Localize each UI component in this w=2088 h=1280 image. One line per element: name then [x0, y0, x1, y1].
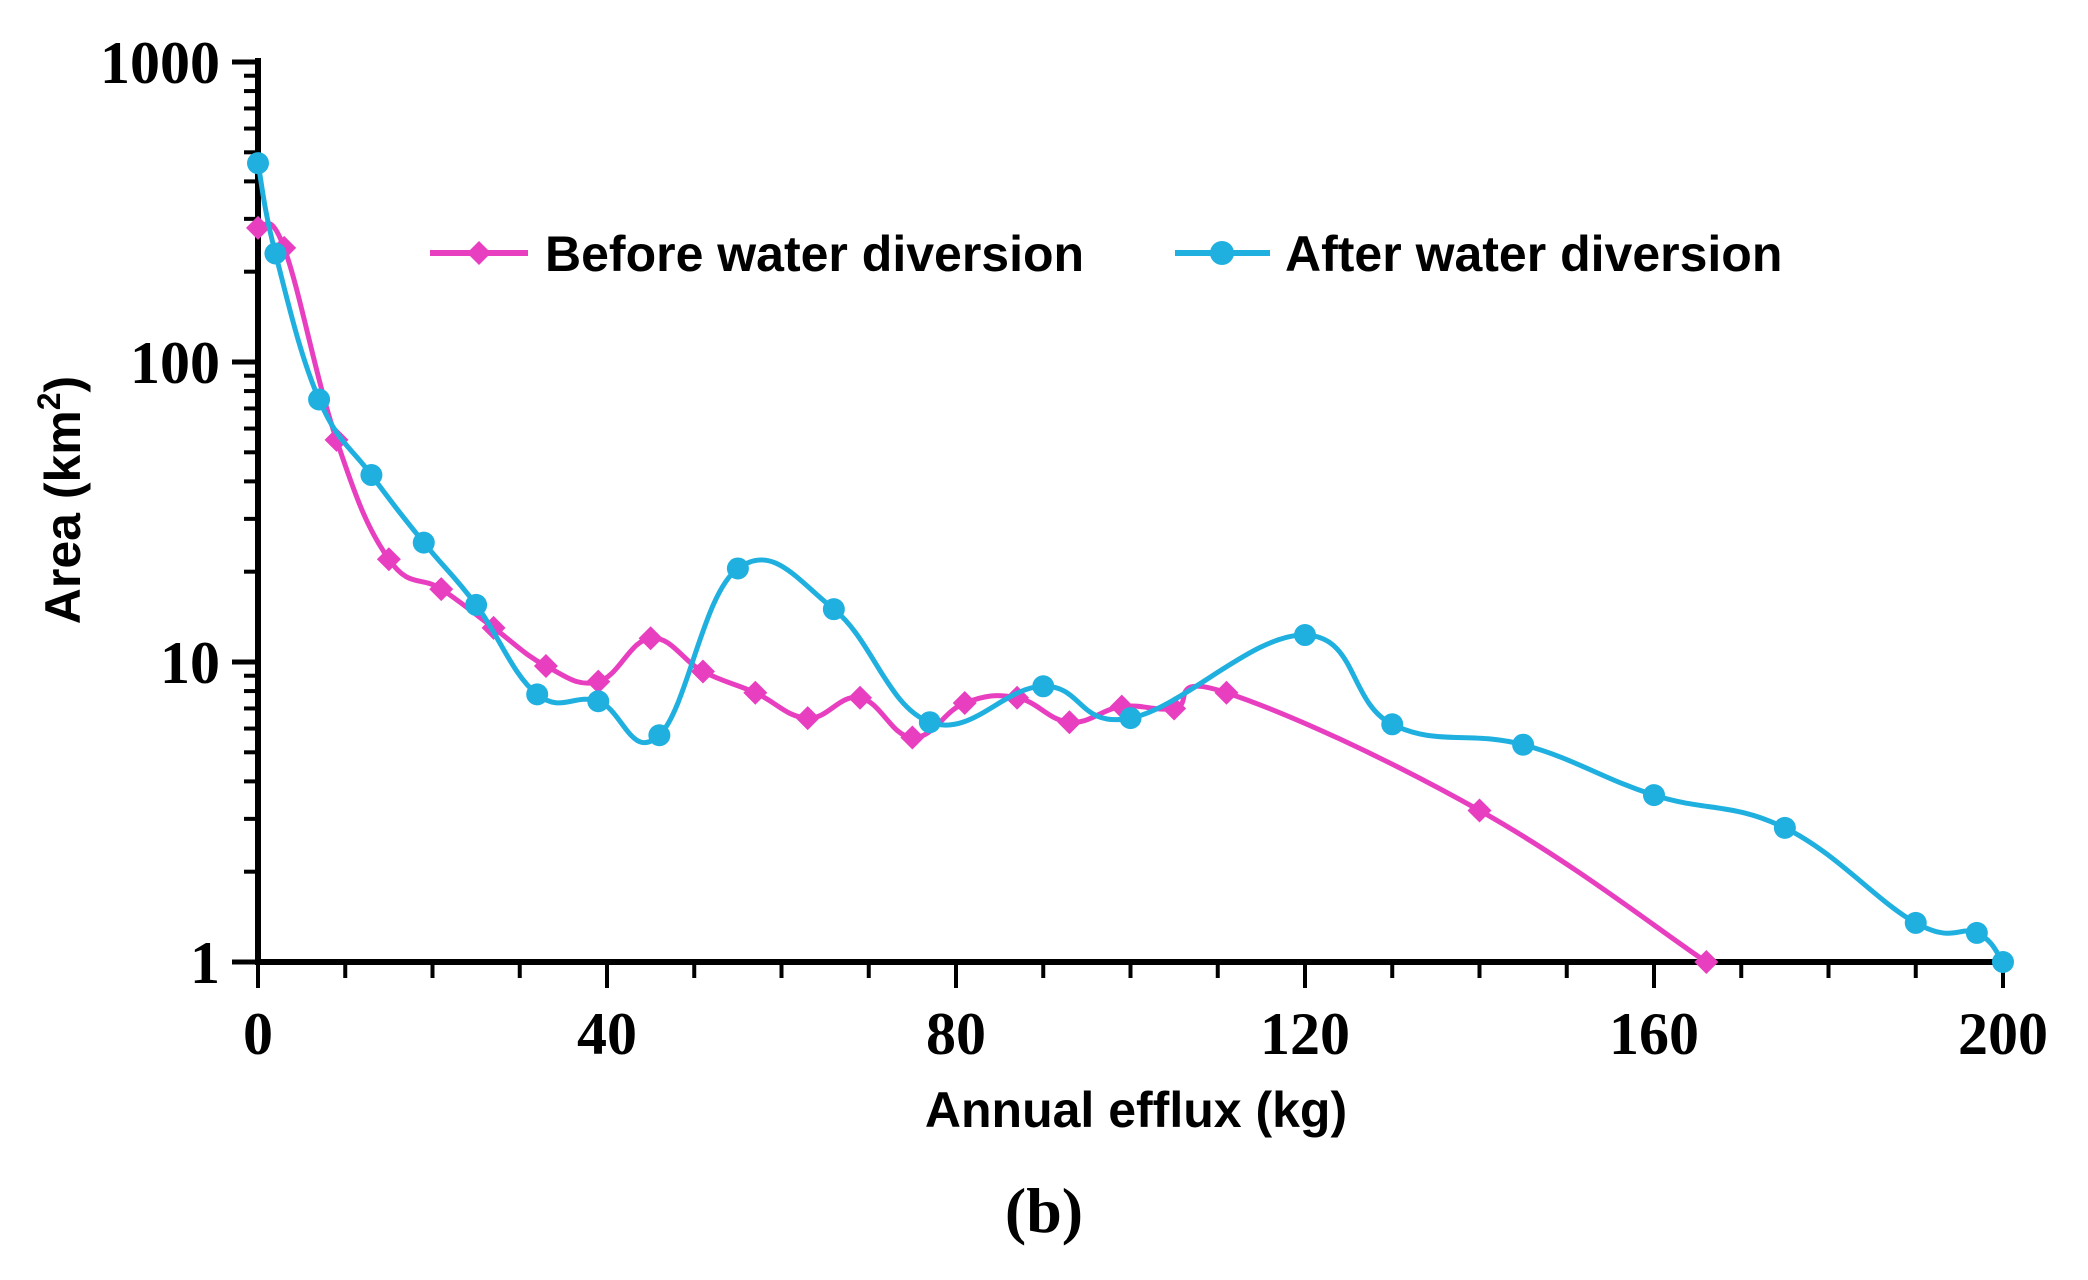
data-point	[324, 427, 349, 452]
data-point	[360, 464, 383, 487]
data-point	[638, 626, 663, 651]
data-point	[1694, 950, 1719, 974]
series-line	[255, 162, 2005, 964]
data-point	[1904, 911, 1927, 934]
data-point	[246, 215, 270, 240]
y-ticks: 1 10 100 1000	[100, 30, 258, 996]
y-tick-label: 1	[190, 930, 220, 996]
legend-marker-before	[467, 241, 491, 265]
x-tick-label: 40	[577, 1001, 637, 1067]
data-point	[743, 680, 768, 705]
data-point	[1057, 710, 1082, 735]
data-point	[848, 685, 873, 710]
legend-label-after: After water diversion	[1285, 226, 1782, 282]
y-axis-title-close: )	[35, 376, 91, 393]
data-point	[533, 653, 558, 678]
y-axis-title: Area (km2)	[31, 376, 91, 624]
data-point	[1965, 921, 1988, 944]
x-tick-label: 160	[1609, 1001, 1699, 1067]
x-tick-label: 0	[243, 1001, 273, 1067]
data-point	[586, 669, 611, 694]
x-tick-label: 200	[1958, 1001, 2048, 1067]
x-ticks: 0 40 80 120 160 200	[243, 962, 2048, 1067]
data-point	[952, 691, 977, 716]
data-point	[308, 388, 331, 411]
legend-marker-after	[1210, 241, 1234, 265]
data-point	[900, 725, 925, 750]
y-axis-title-main: Area (km	[35, 410, 91, 624]
data-point	[1032, 675, 1055, 698]
data-point	[1214, 680, 1239, 705]
x-axis-title: Annual efflux (kg)	[925, 1082, 1347, 1138]
data-point	[1467, 798, 1492, 823]
data-point	[822, 598, 845, 621]
x-tick-label: 80	[926, 1001, 986, 1067]
data-point	[1512, 733, 1535, 756]
data-point	[648, 724, 671, 747]
data-point	[1643, 784, 1665, 807]
legend-label-before: Before water diversion	[545, 226, 1084, 282]
series-after	[247, 152, 2014, 973]
data-point	[1992, 951, 2014, 973]
data-point	[465, 593, 488, 616]
y-tick-label: 1000	[100, 30, 220, 96]
legend: Before water diversion After water diver…	[430, 226, 1782, 282]
data-point	[795, 706, 820, 731]
data-point	[376, 547, 401, 572]
data-point	[429, 577, 454, 602]
data-point	[264, 242, 287, 265]
series	[246, 152, 2014, 974]
axes: 1 10 100 1000 0 40 80 120 160 200	[100, 30, 2048, 1067]
data-point	[1381, 713, 1404, 736]
panel-label: (b)	[1005, 1175, 1083, 1246]
data-point	[918, 711, 941, 734]
data-point	[1119, 707, 1142, 730]
y-axis-title-superscript: 2	[31, 392, 67, 410]
data-point	[526, 683, 549, 706]
data-point	[412, 531, 435, 554]
data-point	[1294, 624, 1316, 647]
y-tick-label: 10	[160, 630, 220, 696]
data-point	[587, 690, 610, 713]
data-point	[1773, 816, 1796, 839]
data-point	[247, 152, 269, 175]
data-point	[690, 659, 715, 684]
series-line	[256, 220, 1708, 965]
data-point	[726, 557, 749, 580]
y-tick-label: 100	[130, 330, 220, 396]
x-tick-label: 120	[1260, 1001, 1350, 1067]
